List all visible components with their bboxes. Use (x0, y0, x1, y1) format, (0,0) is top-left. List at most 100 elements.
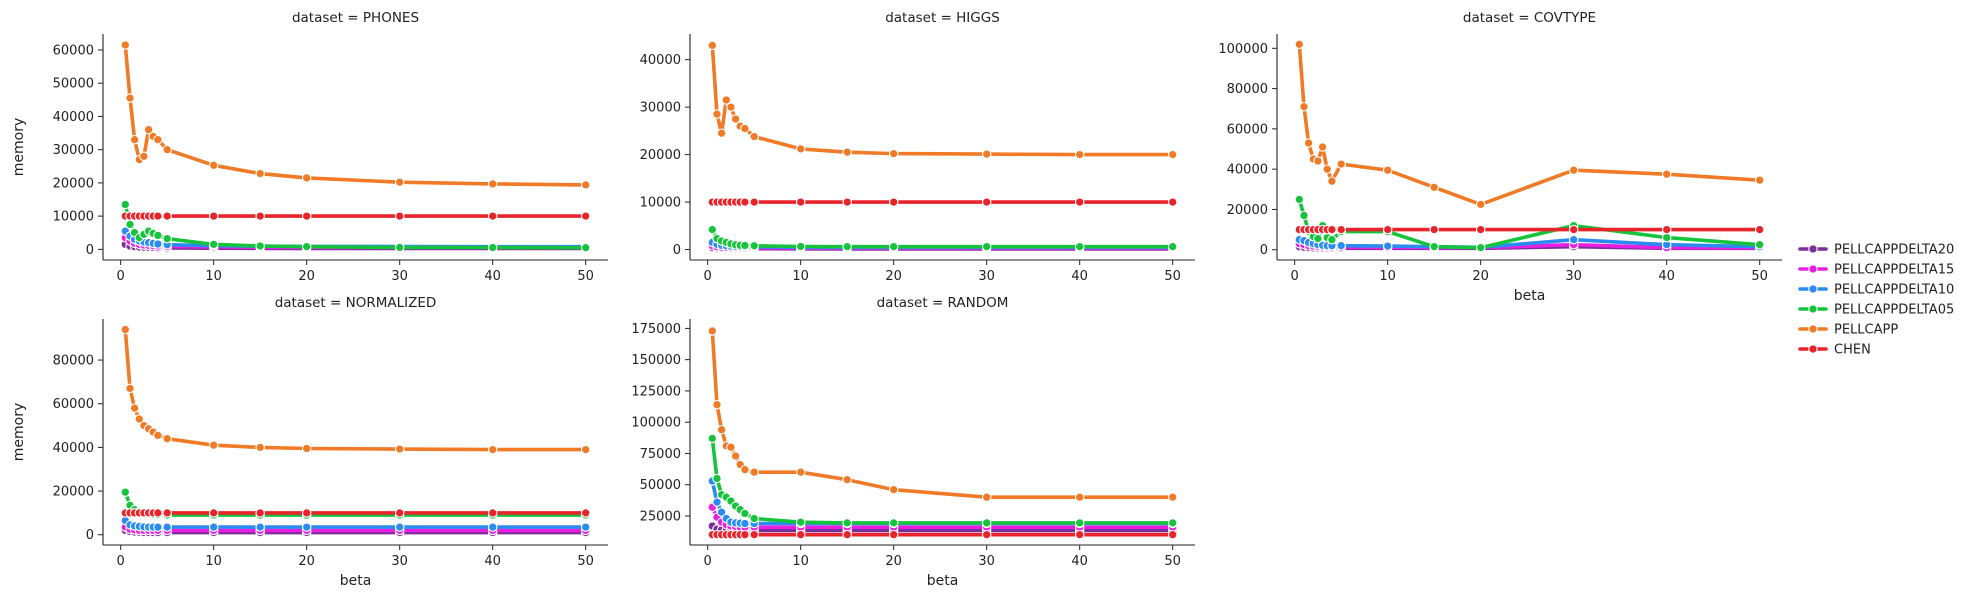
data-point (795, 197, 806, 207)
data-point (888, 529, 899, 540)
data-point (1317, 142, 1328, 152)
data-point (487, 522, 498, 532)
data-point (795, 517, 806, 527)
y-tick-label: 30000 (53, 143, 94, 158)
x-tick-label: 40 (1071, 269, 1088, 284)
data-point (120, 324, 131, 335)
y-tick-label: 0 (86, 528, 94, 543)
y-tick-label: 175000 (631, 322, 681, 337)
legend-label: PELLCAPPDELTA05 (1834, 303, 1954, 318)
data-point (795, 241, 806, 252)
data-point (580, 242, 591, 253)
series-pellcappdelta05 (707, 433, 1178, 528)
y-tick-label: 80000 (53, 354, 94, 369)
legend-swatch-marker (1808, 344, 1818, 354)
data-point (580, 522, 591, 532)
data-point (153, 508, 163, 518)
x-tick-label: 10 (792, 554, 809, 569)
data-point (1327, 176, 1337, 186)
series-pellcapp (120, 40, 591, 190)
panel-title: dataset = COVTYPE (1463, 10, 1596, 26)
series-line (123, 43, 588, 187)
legend: PELLCAPPDELTA20 PELLCAPPDELTA15 PELLCAPPDE… (1798, 243, 1954, 358)
y-axis-label: memory (11, 118, 27, 177)
data-point (842, 529, 852, 540)
data-point (255, 168, 265, 179)
data-point (394, 522, 405, 532)
data-point (394, 177, 405, 187)
data-point (301, 508, 312, 518)
data-point (394, 211, 405, 221)
data-point (1303, 138, 1314, 148)
data-point (740, 518, 750, 529)
data-point (487, 508, 498, 518)
series-line (710, 436, 1175, 525)
data-point (153, 522, 163, 532)
legend-label: PELLCAPPDELTA20 (1834, 243, 1954, 258)
data-point (1336, 224, 1346, 235)
data-point (301, 443, 312, 454)
series-pellcappdelta05 (120, 199, 591, 253)
x-tick-label: 40 (1658, 269, 1675, 284)
data-point (842, 241, 852, 252)
y-tick-label: 50000 (640, 478, 681, 493)
legend-item-pellcappdelta15: PELLCAPPDELTA15 (1798, 263, 1954, 278)
panel-title: dataset = NORMALIZED (275, 295, 437, 311)
x-tick-label: 20 (298, 554, 315, 569)
data-point (487, 211, 498, 221)
data-point (730, 114, 741, 124)
y-tick-label: 25000 (640, 509, 681, 524)
data-point (153, 239, 163, 249)
data-point (1382, 165, 1393, 175)
data-point (1074, 241, 1085, 252)
data-point (394, 444, 405, 454)
series-chen (1294, 224, 1765, 235)
series-chen (120, 211, 591, 221)
data-point (795, 467, 806, 477)
legend-label: PELLCAPPDELTA10 (1834, 283, 1954, 298)
y-tick-label: 125000 (631, 384, 681, 399)
legend-label: CHEN (1834, 343, 1871, 358)
data-point (255, 241, 265, 251)
series-line (123, 518, 588, 529)
series-pellcappdelta05 (707, 224, 1178, 252)
data-point (726, 102, 736, 112)
data-point (394, 508, 405, 518)
data-point (1429, 182, 1439, 193)
series-line (1297, 197, 1762, 250)
data-point (1336, 240, 1346, 251)
data-point (707, 224, 718, 235)
data-point (208, 239, 219, 250)
data-point (981, 197, 992, 207)
legend-swatch-marker (1808, 324, 1818, 334)
data-point (1327, 224, 1337, 235)
legend-swatch-marker (1808, 284, 1818, 294)
data-point (255, 211, 265, 221)
data-point (153, 211, 163, 221)
x-tick-label: 40 (484, 554, 501, 569)
series-pellcapp (1294, 39, 1765, 210)
data-point (120, 199, 131, 210)
data-point (394, 242, 405, 253)
y-tick-label: 0 (1260, 243, 1268, 258)
x-tick-label: 10 (205, 554, 222, 569)
data-point (981, 518, 992, 528)
data-point (1661, 232, 1672, 243)
y-tick-label: 20000 (1227, 203, 1268, 218)
data-point (1313, 233, 1323, 244)
data-point (707, 326, 718, 336)
data-point (162, 144, 172, 155)
y-tick-label: 150000 (631, 353, 681, 368)
data-point (1299, 101, 1309, 112)
data-point (120, 40, 131, 50)
y-tick-label: 10000 (53, 210, 94, 225)
panel-normalized: dataset = NORMALIZED 0 10 20 30 40 50 0 20000 400… (11, 295, 608, 589)
x-tick-label: 50 (1164, 269, 1181, 284)
series-line (710, 479, 1175, 526)
data-point (888, 241, 899, 252)
data-point (208, 211, 219, 221)
data-point (1382, 224, 1393, 235)
data-point (740, 464, 750, 475)
panel-phones: dataset = PHONES 0 10 20 30 40 50 0 10000 20000 30… (11, 10, 608, 284)
